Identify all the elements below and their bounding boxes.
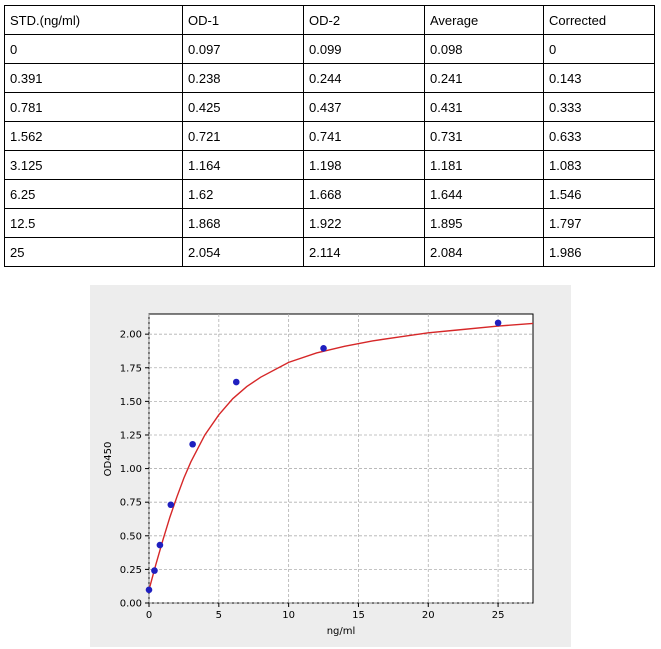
x-tick-label: 5 [216, 610, 222, 621]
table-cell: 0.431 [424, 92, 544, 122]
y-tick-label: 1.50 [120, 397, 142, 408]
data-point [189, 440, 196, 448]
table-cell: 6.25 [4, 179, 183, 209]
table-cell: 12.5 [4, 208, 183, 238]
table-cell: 1.986 [543, 237, 655, 267]
data-point [494, 319, 502, 327]
table-cell: 1.083 [543, 150, 655, 180]
data-point [167, 501, 175, 509]
fit-curve-line [148, 322, 534, 591]
y-tick-label: 1.00 [120, 464, 142, 475]
table-cell: 1.198 [303, 150, 425, 180]
table-cell: 0.721 [182, 121, 304, 151]
table-row: 0.781 0.425 0.437 0.431 0.333 [4, 92, 655, 122]
table-cell: 0.781 [4, 92, 183, 122]
x-tick-label: 10 [282, 610, 295, 621]
standard-data-table: STD.(ng/ml) OD-1 OD-2 Average Corrected 0 0.09… [4, 5, 655, 267]
table-cell: 1.644 [424, 179, 544, 209]
table-row: 1.562 0.721 0.741 0.731 0.633 [4, 121, 655, 151]
table-cell: 1.868 [182, 208, 304, 238]
y-tick-label: 0.50 [120, 531, 142, 542]
curve-layer [148, 322, 534, 591]
table-row: 0 0.097 0.099 0.098 0 [4, 34, 655, 64]
table-cell: 1.546 [543, 179, 655, 209]
table-cell: 0.333 [543, 92, 655, 122]
y-tick-label: 2.00 [120, 330, 142, 341]
standard-curve-chart: 0 5 10 15 20 25 0.00 0.25 0.50 0.75 1.00 1.25 1.50 1.… [90, 285, 571, 647]
y-tick-label: 0.00 [120, 599, 142, 610]
table-cell: 0.731 [424, 121, 544, 151]
table-cell: 1.895 [424, 208, 544, 238]
table-cell: 1.562 [4, 121, 183, 151]
table-cell: 2.084 [424, 237, 544, 267]
table-row: 3.125 1.164 1.198 1.181 1.083 [4, 150, 655, 180]
table-cell: 0.244 [303, 63, 425, 93]
data-point [320, 344, 327, 352]
table-cell: 1.922 [303, 208, 425, 238]
y-tick-label: 1.25 [120, 430, 142, 441]
table-cell: 2.054 [182, 237, 304, 267]
table-cell: 0.437 [303, 92, 425, 122]
grid-layer [148, 314, 533, 604]
header-cell: OD-1 [182, 5, 304, 35]
table-cell: 0.391 [4, 63, 183, 93]
x-tick-label: 15 [352, 610, 365, 621]
table-cell: 0.099 [303, 34, 425, 64]
table-cell: 3.125 [4, 150, 183, 180]
table-cell: 0 [543, 34, 655, 64]
data-point [156, 541, 164, 549]
data-point [151, 567, 158, 574]
table-row: 6.25 1.62 1.668 1.644 1.546 [4, 179, 655, 209]
y-tick-label: 0.25 [120, 565, 142, 576]
table-cell: 0.633 [543, 121, 655, 151]
table-cell: 0.241 [424, 63, 544, 93]
x-tick-label: 20 [422, 610, 435, 621]
table-cell: 0 [4, 34, 183, 64]
point-layer [145, 319, 502, 594]
table-cell: 1.164 [182, 150, 304, 180]
y-tick-label: 1.75 [120, 363, 142, 374]
table-body: STD.(ng/ml) OD-1 OD-2 Average Corrected 0 0.09… [4, 5, 655, 267]
header-cell: Average [424, 5, 544, 35]
table-cell: 0.741 [303, 121, 425, 151]
header-row: STD.(ng/ml) OD-1 OD-2 Average Corrected [4, 5, 655, 35]
table-cell: 2.114 [303, 237, 425, 267]
plot-area [148, 313, 534, 604]
table-cell: 1.797 [543, 208, 655, 238]
table-cell: 0.143 [543, 63, 655, 93]
data-point [145, 586, 153, 594]
y-tick-label: 0.75 [120, 498, 142, 509]
y-axis-label: OD450 [103, 442, 114, 477]
x-tick-label: 25 [492, 610, 505, 621]
table-cell: 0.238 [182, 63, 304, 93]
table-row: 12.5 1.868 1.922 1.895 1.797 [4, 208, 655, 238]
x-tick-label: 0 [146, 610, 152, 621]
table-cell: 0.425 [182, 92, 304, 122]
table-cell: 1.668 [303, 179, 425, 209]
header-cell: STD.(ng/ml) [4, 5, 183, 35]
chart-svg: 0 5 10 15 20 25 0.00 0.25 0.50 0.75 1.00 1.25 1.50 1.… [103, 313, 534, 637]
x-axis-label: ng/ml [327, 626, 356, 637]
header-cell: Corrected [543, 5, 655, 35]
table-cell: 0.098 [424, 34, 544, 64]
data-point [232, 378, 240, 386]
table-cell: 0.097 [182, 34, 304, 64]
table-row: 0.391 0.238 0.244 0.241 0.143 [4, 63, 655, 93]
table-cell: 1.181 [424, 150, 544, 180]
tick-layer: 0 5 10 15 20 25 0.00 0.25 0.50 0.75 1.00 1.25 1.50 1.… [120, 330, 505, 621]
header-cell: OD-2 [303, 5, 425, 35]
table-row: 25 2.054 2.114 2.084 1.986 [4, 237, 655, 267]
table-cell: 25 [4, 237, 183, 267]
table-cell: 1.62 [182, 179, 304, 209]
